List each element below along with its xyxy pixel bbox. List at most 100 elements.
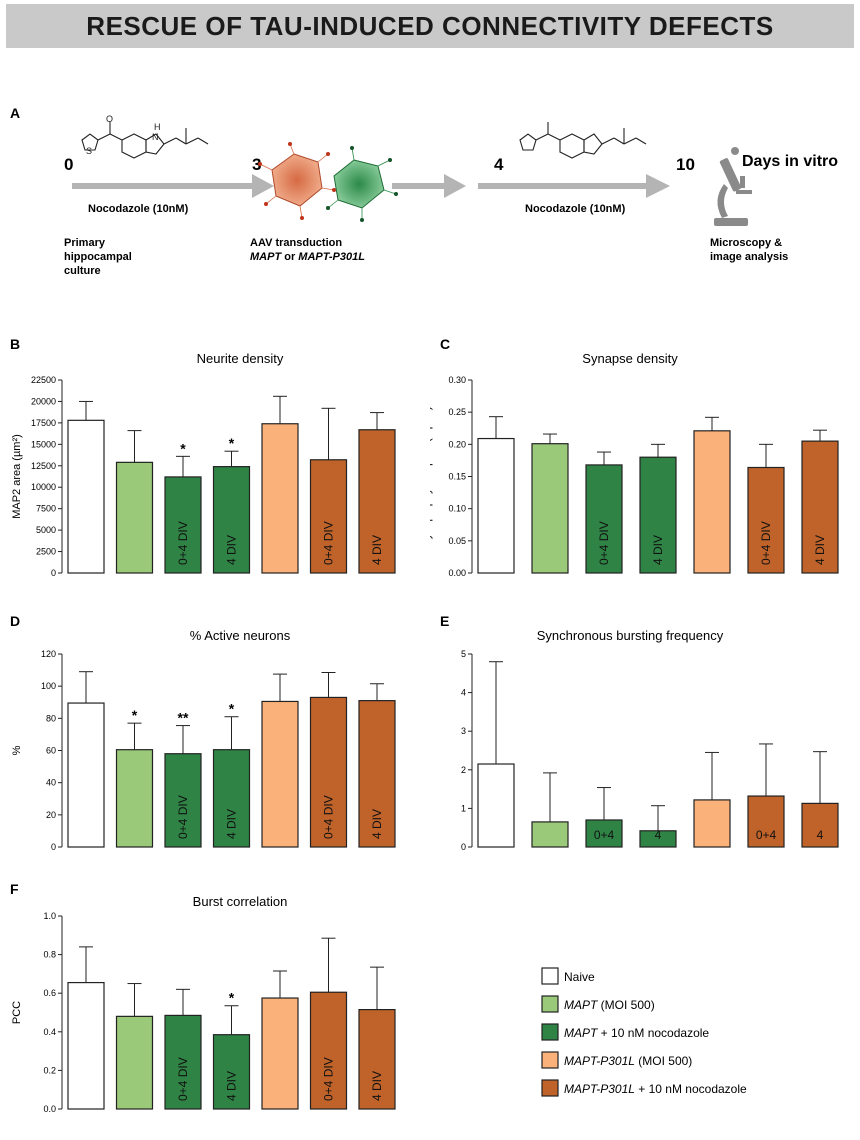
chart-title: Burst correlation <box>193 894 288 909</box>
bar-label: 0+4 DIV <box>322 1057 336 1101</box>
y-tick-label: 20000 <box>31 396 56 406</box>
chart-title: Synchronous bursting frequency <box>537 628 724 643</box>
microscope-icon <box>714 147 752 226</box>
chart-title: Synapse density <box>582 351 678 366</box>
bar <box>115 461 154 574</box>
y-axis-label: % <box>11 745 23 755</box>
y-tick-label: 20 <box>46 810 56 820</box>
y-tick-label: 2500 <box>36 547 56 557</box>
panel-label-f: F <box>10 881 19 897</box>
bar-label: 4 DIV <box>651 535 665 565</box>
bar-label: 0+4 <box>594 828 615 842</box>
legend-swatch <box>541 1051 559 1069</box>
chart-title: Neurite density <box>197 351 284 366</box>
y-tick-label: 100 <box>41 681 56 691</box>
bar-label: 0+4 DIV <box>176 795 190 839</box>
bar <box>212 1034 251 1110</box>
panel-label-d: D <box>10 613 20 629</box>
bar <box>309 991 348 1110</box>
y-tick-label: 120 <box>41 649 56 659</box>
bar <box>801 440 839 574</box>
y-tick-label: 60 <box>46 746 56 756</box>
chart-title: % Active neurons <box>190 628 291 643</box>
legend-swatch <box>541 1023 559 1041</box>
y-tick-label: 0.6 <box>43 988 56 998</box>
y-tick-label: 80 <box>46 713 56 723</box>
bar <box>693 430 731 574</box>
panel-label-a: A <box>10 105 20 121</box>
timeline-arrow-3 <box>478 174 670 198</box>
days-in-vitro-label: Days in vitro <box>742 153 838 170</box>
y-tick-label: 3 <box>461 726 466 736</box>
bar <box>261 423 299 574</box>
bar <box>747 466 785 574</box>
bar-label: 4 DIV <box>225 535 239 565</box>
bar <box>164 1014 202 1110</box>
nocodazole-molecule-icon-2 <box>519 122 647 159</box>
timeline-arrow-1 <box>72 174 274 198</box>
bar-label: 0+4 DIV <box>759 521 773 565</box>
bar <box>67 702 105 848</box>
legend-item: MAPT-P301L (MOI 500) <box>564 1054 692 1068</box>
y-tick-label: 12500 <box>31 461 56 471</box>
bar <box>67 419 105 574</box>
title-banner: RESCUE OF TAU-INDUCED CONNECTIVITY DEFEC… <box>6 4 854 48</box>
bar <box>477 763 515 848</box>
significance-marker: ** <box>178 710 189 726</box>
aav-virus-icon <box>258 142 398 222</box>
legend: Naive MAPT (MOI 500) MAPT + 10 nM nocodazo… <box>541 967 747 1097</box>
bar <box>67 981 105 1110</box>
bar <box>261 700 299 848</box>
significance-marker: * <box>229 435 235 451</box>
y-tick-label: 5000 <box>36 525 56 535</box>
bar <box>801 802 839 848</box>
legend-item: Naive <box>564 970 595 984</box>
bar-label: 0+4 DIV <box>322 795 336 839</box>
bar <box>639 456 677 574</box>
bar <box>261 997 299 1110</box>
significance-marker: * <box>180 440 186 456</box>
y-tick-label: 0.0 <box>43 1104 56 1114</box>
bar-label: 0+4 <box>756 828 777 842</box>
bar-label: 4 DIV <box>225 1071 239 1101</box>
bar <box>212 749 251 848</box>
atom-o: O <box>106 114 113 124</box>
y-tick-label: 10000 <box>31 482 56 492</box>
y-axis-label: # / min <box>430 734 433 767</box>
workflow-panel: A 0 3 4 10 Days in vitro Nocodazole (10n… <box>10 105 838 277</box>
chart-synapse-density: C Synapse density 0.00 0.05 0.10 0.15 0.20 0.25… <box>430 336 839 578</box>
day-0: 0 <box>64 155 73 174</box>
y-axis-label: Synaptophysin spots (#/µm²) <box>430 406 433 546</box>
bar <box>115 749 154 848</box>
bar-label: 4 DIV <box>225 809 239 839</box>
y-tick-label: 0.00 <box>448 568 466 578</box>
legend-item: MAPT (MOI 500) <box>564 998 655 1012</box>
bar <box>358 429 396 574</box>
y-tick-label: 0.4 <box>43 1027 56 1037</box>
bar <box>477 437 515 574</box>
y-tick-label: 22500 <box>31 375 56 385</box>
bar-label: 4 DIV <box>370 809 384 839</box>
figure-title: RESCUE OF TAU-INDUCED CONNECTIVITY DEFEC… <box>86 10 774 41</box>
y-tick-label: 0 <box>51 568 56 578</box>
bar <box>164 753 202 848</box>
bar-label: 4 <box>817 828 824 842</box>
atom-h: H <box>154 122 161 132</box>
legend-swatch <box>541 995 559 1013</box>
bar-label: 0+4 DIV <box>322 521 336 565</box>
y-tick-label: 17500 <box>31 418 56 428</box>
bar <box>164 476 202 574</box>
day-3: 3 <box>252 155 261 174</box>
bar <box>531 821 569 848</box>
bar <box>531 443 569 574</box>
chart-bursting-frequency: E Synchronous bursting frequency 0 1 2 3 4 5 # /… <box>430 613 839 852</box>
y-tick-label: 0.05 <box>448 536 466 546</box>
bar-label: 0+4 DIV <box>176 1057 190 1101</box>
chart-neurite-density: B Neurite density 0 2500 5000 7500 10000 12500 1… <box>10 336 396 578</box>
y-tick-label: 0.20 <box>448 439 466 449</box>
bar <box>358 700 396 848</box>
y-tick-label: 1.0 <box>43 911 56 921</box>
y-tick-label: 0.15 <box>448 472 466 482</box>
y-tick-label: 0.2 <box>43 1065 56 1075</box>
